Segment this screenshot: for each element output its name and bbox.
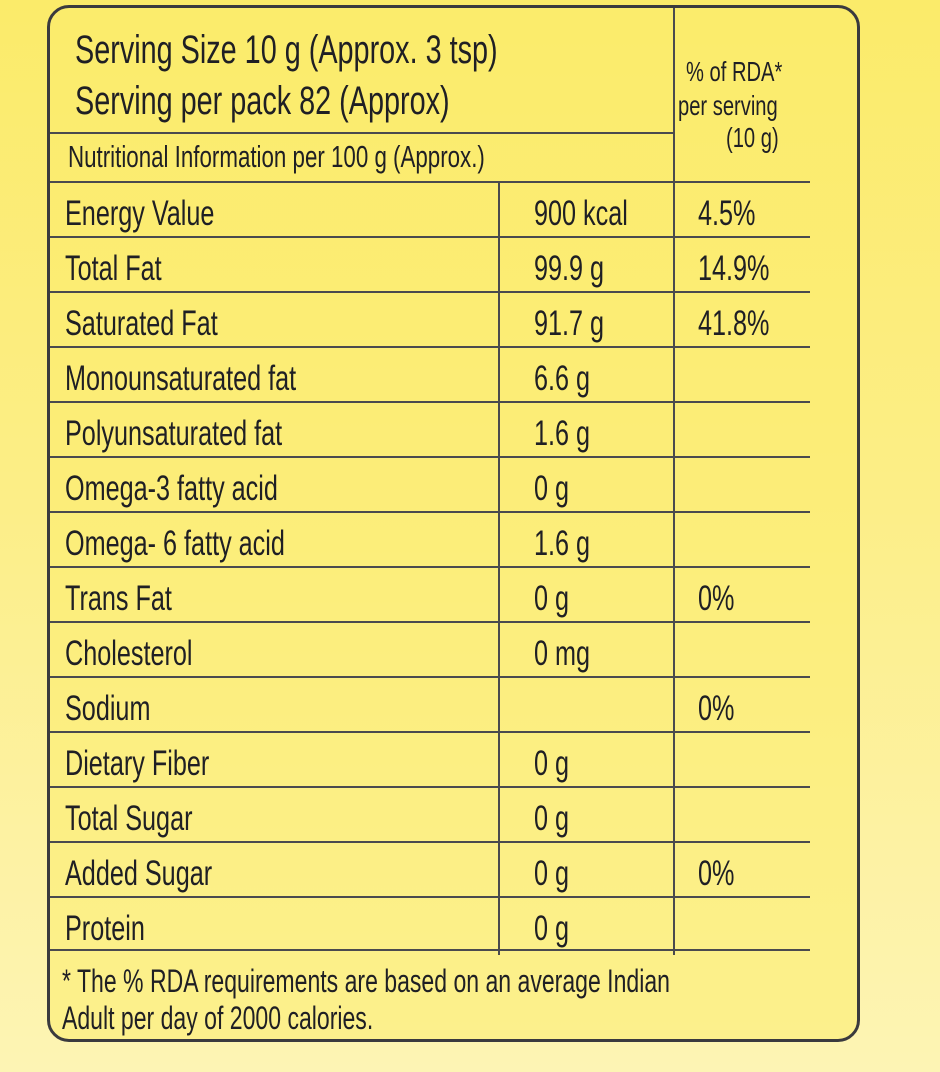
nutrient-amount: 0 g [534, 854, 570, 893]
nutrient-name: Protein [65, 909, 145, 948]
rda-header-line2: per serving [678, 90, 778, 121]
nutrient-name: Omega- 6 fatty acid [65, 524, 285, 563]
nutrient-name: Dietary Fiber [65, 744, 210, 783]
row-divider [50, 291, 810, 293]
footnote-line1: * The % RDA requirements are based on an… [62, 963, 670, 999]
row-divider [50, 456, 810, 458]
cut-off-text-strip: ▬ ▬ ▬ ▬ ▬ ▬ ▬ ▬ ▬ ▬ ▬ ▬ [0, 1058, 940, 1072]
header-divider [50, 132, 674, 134]
nutrient-rda: 0% [698, 579, 735, 618]
nutrition-label: Serving Size 10 g (Approx. 3 tsp) Servin… [47, 5, 860, 1042]
nutrient-amount: 0 g [534, 909, 570, 948]
nutrient-name: Energy Value [65, 194, 215, 233]
table-bottom-divider [50, 949, 810, 951]
nutrient-rda: 4.5% [698, 194, 756, 233]
nutrient-rda: 41.8% [698, 304, 770, 343]
row-divider [50, 731, 810, 733]
row-divider [50, 841, 810, 843]
nutrient-name: Polyunsaturated fat [65, 414, 283, 453]
row-divider [50, 786, 810, 788]
row-divider [50, 676, 810, 678]
row-divider [50, 566, 810, 568]
nutrient-name: Cholesterol [65, 634, 193, 673]
row-divider [50, 621, 810, 623]
row-divider [50, 346, 810, 348]
nutrient-name: Saturated Fat [65, 304, 218, 343]
nutrient-name: Added Sugar [65, 854, 213, 893]
nutrient-name: Total Sugar [65, 799, 193, 838]
row-divider [50, 511, 810, 513]
nutrient-amount: 1.6 g [534, 524, 591, 563]
rda-header-line1: % of RDA* [686, 56, 783, 87]
nutrient-amount: 1.6 g [534, 414, 591, 453]
row-divider [50, 401, 810, 403]
serving-per-pack-text: Serving per pack 82 (Approx) [75, 79, 450, 123]
nutrient-name: Total Fat [65, 249, 162, 288]
rda-column-divider [673, 8, 675, 955]
nutrient-amount: 99.9 g [534, 249, 605, 288]
nutrient-rda: 0% [698, 689, 735, 728]
nutrition-info-heading: Nutritional Information per 100 g (Appro… [68, 139, 485, 174]
row-divider [50, 181, 810, 183]
nutrient-name: Trans Fat [65, 579, 172, 618]
nutrient-amount: 0 g [534, 744, 570, 783]
row-divider [50, 236, 810, 238]
nutrient-name: Sodium [65, 689, 151, 728]
rda-header-line3: (10 g) [726, 122, 779, 153]
nutrient-amount: 91.7 g [534, 304, 605, 343]
nutrient-name: Omega-3 fatty acid [65, 469, 278, 508]
nutrient-amount: 0 g [534, 799, 570, 838]
row-divider [50, 896, 810, 898]
nutrient-amount: 0 g [534, 469, 570, 508]
nutrient-amount: 900 kcal [534, 194, 628, 233]
nutrient-rda: 14.9% [698, 249, 770, 288]
nutrient-amount: 0 mg [534, 634, 591, 673]
nutrient-amount: 0 g [534, 579, 570, 618]
nutrient-name: Monounsaturated fat [65, 359, 297, 398]
nutrient-amount: 6.6 g [534, 359, 591, 398]
footnote-line2: Adult per day of 2000 calories. [62, 1000, 374, 1036]
nutrient-rda: 0% [698, 854, 735, 893]
amount-column-divider [498, 181, 500, 955]
serving-size-text: Serving Size 10 g (Approx. 3 tsp) [75, 28, 498, 72]
